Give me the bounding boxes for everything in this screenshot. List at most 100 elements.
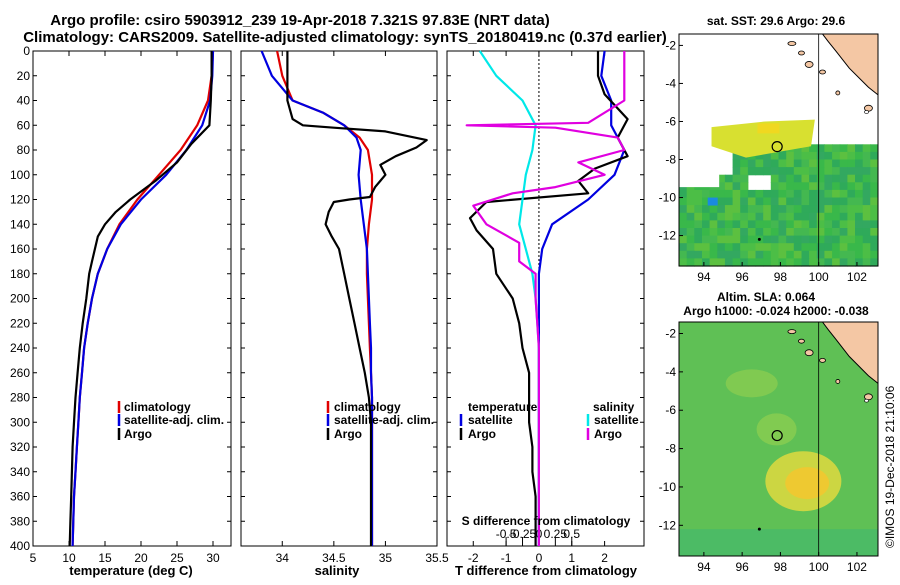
series-argo [68, 51, 213, 547]
sst-cell [709, 212, 718, 221]
plot-frame [240, 50, 438, 547]
island [804, 61, 814, 68]
sst-cell [816, 189, 825, 199]
map-x-tick-label: 102 [847, 560, 867, 574]
sst-cell [786, 167, 795, 176]
sst-cell [709, 235, 718, 244]
sst-cell [786, 212, 795, 221]
sst-cell [870, 182, 879, 191]
sst-cell [824, 151, 833, 161]
sst-cell [724, 228, 734, 237]
sst-cell [839, 212, 848, 221]
sst-cell [816, 243, 825, 252]
map-y-tick-label: -6 [665, 114, 676, 128]
sst-cell [801, 205, 810, 214]
sst-cell [740, 258, 749, 267]
sst-cell [740, 189, 749, 199]
y-tick-label: 0 [23, 44, 30, 58]
sst-cell [778, 258, 787, 267]
sst-cell [855, 159, 864, 168]
sst-cell [870, 197, 879, 206]
sst-cell [709, 189, 718, 199]
sst-cell [855, 258, 864, 267]
sst-cell [855, 189, 864, 199]
sst-cell [862, 167, 871, 176]
sst-cell [862, 144, 871, 153]
sst-cell [686, 220, 695, 229]
sst-cell [717, 258, 726, 267]
sst-cell [686, 250, 695, 259]
sst-cell [832, 189, 841, 199]
sst-cell [847, 205, 856, 214]
x-tick-label: 5 [30, 551, 37, 565]
sst-cell [793, 182, 802, 191]
x-tick-label: 10 [62, 551, 76, 565]
sst-cell [786, 250, 795, 259]
x-tick-label: -1 [501, 551, 512, 565]
sst-cell [832, 258, 841, 267]
sst-cell [724, 235, 734, 244]
x-tick-label: 15 [98, 551, 112, 565]
sst-cell [717, 174, 726, 183]
sst-cell [809, 197, 818, 206]
sst-cell [801, 212, 810, 221]
sst-cell [770, 189, 779, 199]
sst-cell [786, 159, 795, 168]
sst-cell [847, 144, 856, 153]
sst-cell [755, 159, 764, 168]
sst-cell [839, 144, 848, 153]
sst-cell [847, 151, 856, 161]
y-tick-label: 220 [10, 316, 30, 330]
y-tick-label: 240 [10, 341, 30, 355]
island [787, 41, 797, 46]
sst-cell [862, 182, 871, 191]
sst-cell [686, 258, 695, 267]
sst-cell [679, 243, 688, 252]
sst-cell [717, 189, 726, 199]
sst-cell [770, 197, 779, 206]
sst-cell [717, 235, 726, 244]
sst-cell [870, 212, 879, 221]
sst-cell [724, 205, 734, 214]
imos-credit: ©IMOS 19-Dec-2018 21:10:06 [883, 385, 897, 548]
sst-cell [839, 235, 848, 244]
sst-cell [686, 243, 695, 252]
sst-cell [755, 189, 764, 199]
sst-cell [740, 167, 749, 176]
sst-cell [755, 151, 764, 161]
series-s-argo [465, 51, 626, 546]
sst-cell [862, 174, 871, 183]
sst-cell [778, 174, 787, 183]
sst-cell [832, 144, 841, 153]
sst-cell [816, 174, 825, 183]
sst-cell [801, 144, 810, 153]
sst-cell [740, 212, 749, 221]
sst-cell [832, 167, 841, 176]
x-tick-label: 35 [379, 551, 393, 565]
sst-cell [786, 182, 795, 191]
series-satellite-adj-clim- [71, 50, 215, 547]
sst-cell [816, 159, 825, 168]
map-y-tick-label: -8 [665, 153, 676, 167]
map-y-tick-label: -12 [659, 518, 677, 532]
sst-cell [755, 212, 764, 221]
y-tick-label: 360 [10, 490, 30, 504]
island [819, 69, 826, 75]
sst-cell [717, 228, 726, 237]
y-tick-label: 60 [17, 118, 31, 132]
sst-warm-patch [711, 119, 815, 158]
sst-cell [778, 159, 787, 168]
sst-cell [763, 197, 772, 206]
sst-cell [832, 250, 841, 259]
sst-cell [855, 167, 864, 176]
temperature-panel: 0 20 40 60 80 100 120 140 160 180 200 220 240 260 280 3… [10, 44, 232, 565]
sst-cell [786, 243, 795, 252]
y-tick-label: 80 [17, 143, 31, 157]
sst-cell [694, 197, 703, 206]
sla-map-title: Altim. SLA: 0.064 [717, 290, 815, 304]
sst-cell [732, 197, 741, 206]
sst-cell [755, 167, 764, 176]
sst-cell [686, 205, 695, 214]
sst-cell [763, 220, 772, 229]
sst-cell [824, 197, 833, 206]
